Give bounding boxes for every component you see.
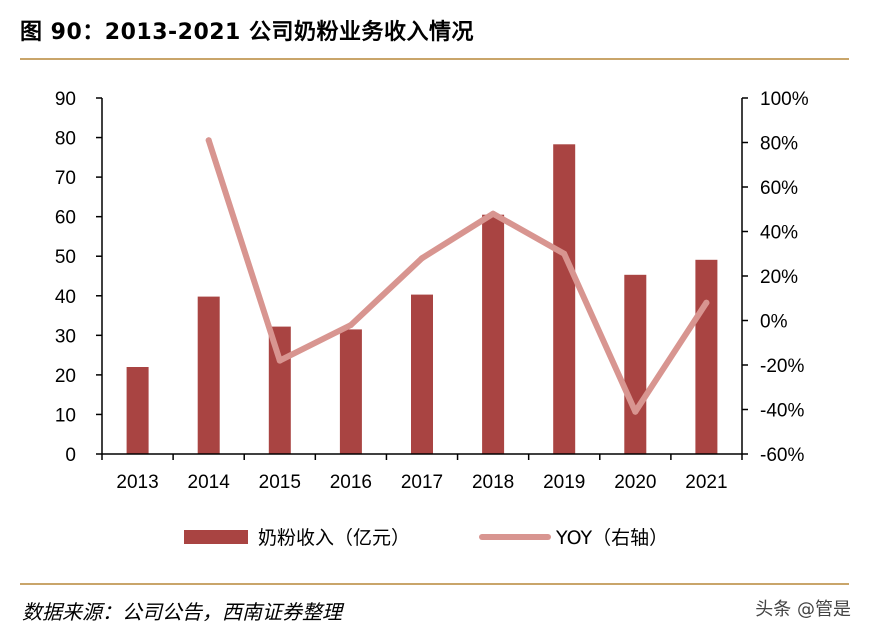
x-tick-label: 2018 <box>472 472 514 493</box>
right-tick-label: 80% <box>760 134 798 155</box>
yoy-point-2015 <box>276 357 283 364</box>
source-note: 数据来源：公司公告，西南证券整理 <box>22 600 342 624</box>
footer-divider <box>20 583 849 585</box>
watermark: 头条 @管是 <box>755 599 851 620</box>
bar-2018 <box>482 214 505 454</box>
x-tick-label: 2014 <box>188 472 231 493</box>
right-tick-label: -40% <box>760 401 804 422</box>
x-tick-label: 2015 <box>259 472 301 493</box>
yoy-point-2017 <box>419 255 425 262</box>
left-tick-label: 20 <box>55 366 76 387</box>
legend-bar-label: 奶粉收入（亿元） <box>258 527 410 549</box>
left-tick-label: 90 <box>55 89 76 110</box>
x-tick-label: 2020 <box>614 472 656 493</box>
left-tick-label: 10 <box>55 405 76 426</box>
left-tick-label: 80 <box>55 129 76 150</box>
right-tick-label: 0% <box>760 312 788 333</box>
yoy-point-2019 <box>561 250 568 257</box>
x-tick-label: 2021 <box>685 472 727 493</box>
bar-2019 <box>553 144 576 455</box>
bar-2013 <box>126 367 149 454</box>
x-tick-label: 2019 <box>543 472 585 493</box>
right-tick-label: 40% <box>760 223 798 244</box>
bar-2016 <box>339 329 362 454</box>
yoy-point-2016 <box>347 322 354 328</box>
bar-2021 <box>695 259 718 454</box>
bar-2017 <box>411 294 433 454</box>
left-tick-label: 30 <box>55 326 76 347</box>
yoy-point-2021 <box>703 299 710 306</box>
left-tick-label: 70 <box>55 168 76 189</box>
legend-bar-swatch <box>184 530 248 544</box>
yoy-point-2014 <box>205 137 212 144</box>
right-tick-label: 100% <box>760 89 809 110</box>
figure-title: 图 90：2013-2021 公司奶粉业务收入情况 <box>20 20 475 45</box>
x-tick-label: 2016 <box>330 472 372 493</box>
bar-2020 <box>624 274 647 454</box>
left-tick-label: 0 <box>65 445 76 466</box>
right-tick-label: -60% <box>760 445 804 466</box>
bar-2014 <box>197 296 220 454</box>
yoy-point-2020 <box>632 408 639 415</box>
right-tick-label: 20% <box>760 267 798 288</box>
left-tick-label: 40 <box>55 287 76 308</box>
title-divider <box>20 58 849 60</box>
yoy-point-2018 <box>490 210 497 217</box>
x-tick-label: 2013 <box>116 472 158 493</box>
left-tick-label: 60 <box>55 208 76 229</box>
right-tick-label: 60% <box>760 178 798 199</box>
left-tick-label: 50 <box>55 247 76 268</box>
right-tick-label: -20% <box>760 356 804 377</box>
yoy-line <box>205 137 710 415</box>
x-tick-label: 2017 <box>401 472 443 493</box>
legend-line-label: YOY（右轴） <box>555 527 668 549</box>
